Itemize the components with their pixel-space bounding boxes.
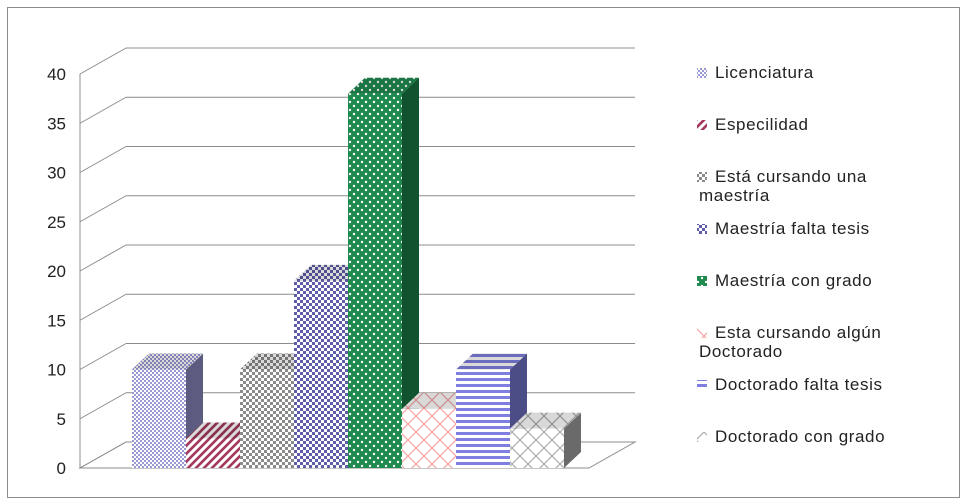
y-axis-ticks: 0 5 10 15 20 25 30 35 40 <box>47 65 66 478</box>
y-tick-label: 10 <box>47 361 66 380</box>
legend-label: Esta cursando algún <box>715 323 881 342</box>
bar-top-shade <box>132 353 203 370</box>
gridline-side <box>79 96 127 124</box>
gridline-side <box>79 244 127 272</box>
legend-swatch <box>697 68 707 78</box>
bar-side <box>564 412 581 468</box>
y-tick-label: 35 <box>47 114 66 133</box>
legend-swatch <box>697 380 707 390</box>
bar-front <box>510 428 564 468</box>
y-tick-label: 30 <box>47 164 66 183</box>
legend-item: Especilidad <box>697 115 809 134</box>
legend-item: Maestría falta tesis <box>697 219 870 238</box>
gridline-side <box>79 146 127 173</box>
bar-top <box>132 353 203 370</box>
bar-top-shade <box>456 353 527 370</box>
bar-top <box>186 422 257 439</box>
bar-top <box>294 264 365 281</box>
legend-label: Maestría falta tesis <box>715 219 870 238</box>
y-tick-label: 5 <box>57 410 66 429</box>
bar-top <box>402 392 473 409</box>
y-tick-label: 40 <box>47 65 66 84</box>
bar-top-shade <box>294 264 365 281</box>
gridline-side <box>79 343 127 370</box>
bar-top-shade <box>510 412 581 429</box>
y-tick-label: 25 <box>47 213 66 232</box>
bar-side <box>402 77 419 468</box>
legend-item: Doctorado falta tesis <box>697 375 883 394</box>
bar-front <box>132 369 186 468</box>
bar-5 <box>348 77 419 468</box>
bar-top-shade <box>240 353 311 370</box>
legend-item: Licenciatura <box>697 63 814 82</box>
y-tick-label: 15 <box>47 311 66 330</box>
bar-top <box>456 353 527 370</box>
bar-top <box>510 412 581 429</box>
legend-swatch <box>697 224 707 234</box>
bar-front <box>240 369 294 468</box>
legend-label: maestría <box>699 186 770 205</box>
legend-item: Doctorado con grado <box>697 427 885 446</box>
legend-swatch <box>697 432 707 442</box>
legend: Licenciatura Especilidad Está cursando una… <box>697 63 885 446</box>
legend-label: Especilidad <box>715 115 809 134</box>
legend-swatch <box>697 276 707 286</box>
legend-swatch <box>697 120 707 130</box>
bar-front <box>294 280 348 468</box>
y-tick-label: 20 <box>47 262 66 281</box>
gridline-side <box>79 293 127 321</box>
bar-1 <box>132 353 203 468</box>
gridline-side <box>79 47 127 75</box>
bar-top-shade <box>348 77 419 94</box>
gridline-side <box>79 392 127 420</box>
legend-swatch <box>697 328 707 338</box>
legend-label: Doctorado falta tesis <box>715 375 883 394</box>
legend-label: Licenciatura <box>715 63 814 82</box>
bars <box>132 77 581 468</box>
legend-label: Está cursando una <box>715 167 867 186</box>
y-tick-label: 0 <box>57 459 66 478</box>
legend-item: Maestría con grado <box>697 271 872 290</box>
bar-front <box>186 438 240 468</box>
bar-front <box>402 408 456 468</box>
gridline-side <box>79 195 127 223</box>
bar-8 <box>510 412 581 468</box>
legend-swatch <box>697 172 707 182</box>
legend-label: Doctorado con grado <box>715 427 885 446</box>
bar-front <box>456 369 510 468</box>
bar-top <box>240 353 311 370</box>
bar-top <box>348 77 419 94</box>
bar-top-shade <box>402 392 473 409</box>
legend-label: Doctorado <box>699 342 783 361</box>
bar-front <box>348 93 402 468</box>
bar-top-shade <box>186 422 257 439</box>
legend-label: Maestría con grado <box>715 271 872 290</box>
